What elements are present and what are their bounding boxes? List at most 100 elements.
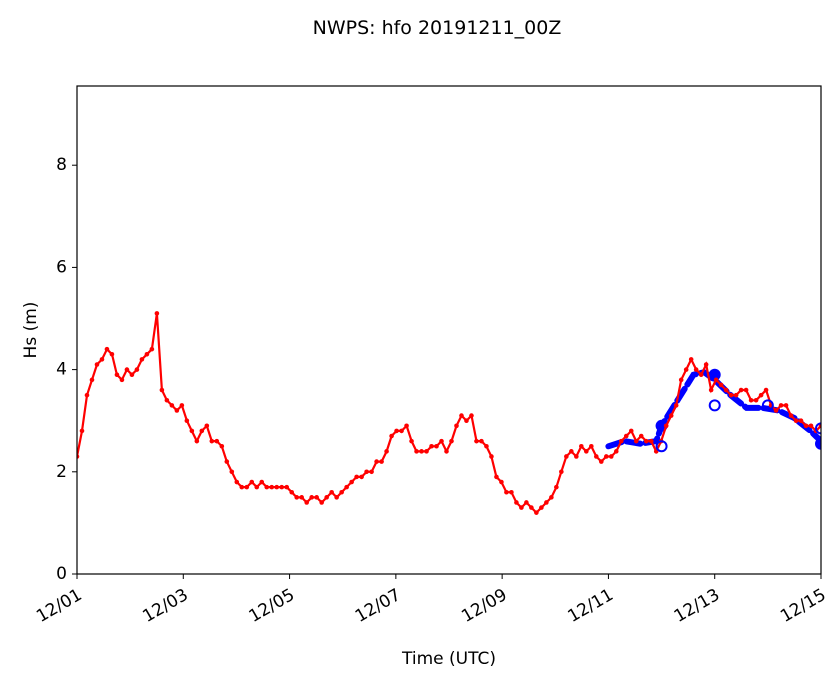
model-open-marker (815, 422, 821, 435)
observed-point (638, 433, 644, 439)
observed-point (459, 413, 464, 418)
observed-point (294, 495, 300, 500)
observed-point (773, 408, 779, 413)
observed-point (354, 474, 359, 480)
observed-point (469, 413, 474, 418)
observed-point (214, 438, 220, 444)
y-axis: 0 2 4 6 8 (56, 155, 77, 584)
model-open-marker (655, 440, 668, 453)
observed-point (643, 438, 649, 444)
observed-point (708, 387, 714, 393)
observed-point (304, 500, 309, 505)
x-tick-label: 12/01 (33, 585, 85, 627)
observed-point (334, 495, 339, 500)
observed-point (184, 418, 190, 424)
observed-point (254, 484, 260, 490)
observed-point (154, 311, 160, 316)
observed-point (683, 367, 689, 372)
observed-point (693, 367, 699, 372)
observed-point (569, 449, 574, 454)
observed-point (384, 449, 389, 454)
plot-area (77, 311, 821, 515)
observed-point (249, 479, 255, 485)
observed-point (519, 505, 524, 510)
observed-point (419, 449, 424, 454)
observed-point (289, 489, 295, 495)
observed-point (484, 443, 489, 449)
observed-point (778, 403, 784, 408)
axes-frame (76, 85, 822, 575)
observed-point (798, 418, 804, 424)
observed-point (574, 454, 579, 459)
observed-point (623, 433, 629, 439)
observed-point (673, 403, 679, 408)
observed-point (79, 428, 85, 434)
observed-point (119, 377, 125, 383)
observed-point (379, 459, 384, 464)
observed-point (474, 438, 479, 444)
observed-point (259, 479, 265, 485)
observed-point (434, 443, 439, 449)
observed-point (633, 438, 639, 444)
observed-point (124, 367, 130, 372)
observed-point (139, 357, 145, 362)
observed-point (808, 423, 814, 429)
observed-point (164, 397, 170, 403)
observed-point (229, 469, 235, 475)
observed-point (339, 489, 344, 495)
observed-point (329, 489, 334, 495)
x-axis: 12/01 12/03 12/05 12/07 12/09 12/11 12/13 12/15 (33, 574, 830, 627)
observed-point (269, 484, 275, 490)
observed-point (748, 397, 754, 403)
observed-point (494, 474, 499, 480)
observed-point (104, 346, 110, 352)
observed-point (449, 438, 454, 444)
x-tick-label: 12/03 (139, 585, 191, 627)
observed-point (743, 387, 749, 393)
y-tick-label: 2 (56, 462, 67, 482)
observed-point (429, 443, 434, 449)
observed-point (159, 387, 165, 393)
observed-point (179, 403, 185, 408)
observed-point (663, 423, 669, 429)
observed-point (409, 438, 414, 444)
model-filled-marker (815, 437, 821, 450)
observed-point (608, 454, 614, 459)
x-tick-label: 12/15 (777, 585, 829, 627)
model-open-marker (708, 399, 721, 412)
observed-point (788, 413, 794, 418)
observed-point (204, 423, 210, 429)
y-axis-label: Hs (m) (21, 302, 41, 359)
observed-point (109, 351, 115, 357)
observed-point (454, 423, 459, 429)
observed-point (698, 372, 704, 378)
observed-point (733, 392, 739, 398)
observed-point (539, 505, 544, 510)
y-tick-label: 4 (56, 360, 67, 380)
observed-point (713, 377, 719, 383)
observed-point (758, 392, 764, 398)
observed-point (174, 408, 180, 413)
observed-point (129, 372, 135, 378)
observed-point (613, 449, 619, 454)
observed-point (324, 495, 329, 500)
observed-point (529, 505, 534, 510)
observed-point (549, 495, 554, 500)
observed-point (89, 377, 95, 383)
observed-point (94, 362, 100, 367)
series-group (77, 311, 821, 515)
observed-point (404, 423, 409, 429)
observed-point (134, 367, 140, 372)
observed-point (239, 484, 245, 490)
observed-point (279, 484, 285, 490)
observed-point (559, 469, 564, 475)
observed-line (77, 313, 821, 515)
observed-point (309, 495, 314, 500)
x-tick-label: 12/09 (458, 585, 510, 627)
observed-point (369, 469, 374, 475)
observed-point (299, 495, 304, 500)
observed-point (399, 428, 404, 434)
observed-point (99, 357, 105, 362)
observed-point (678, 377, 684, 383)
observed-point (763, 387, 769, 393)
